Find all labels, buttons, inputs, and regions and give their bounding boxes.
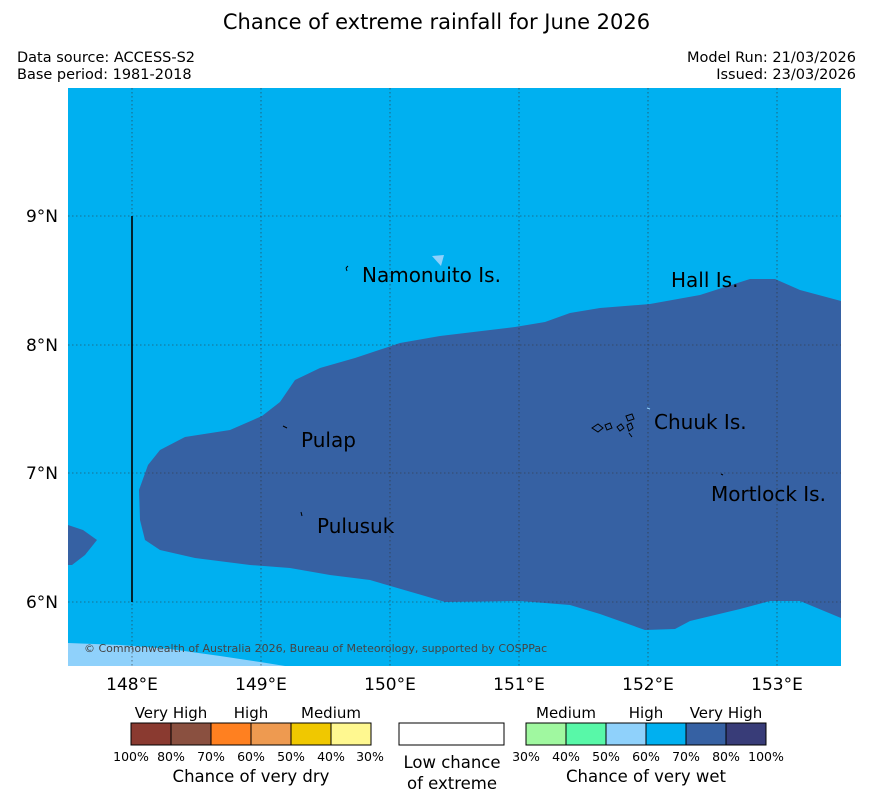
dry-category-very-high: Very High (135, 704, 208, 722)
wet-swatch (605, 722, 647, 746)
island-outlines (282, 265, 724, 517)
legend: Very High High Medium 100% 80% 70% 60% 5… (113, 704, 784, 793)
lon-label: 150°E (364, 675, 416, 695)
wet-very-high-region (139, 279, 841, 630)
lat-label: 9°N (26, 207, 58, 227)
label-pulusuk: Pulusuk (317, 514, 395, 538)
namonuito-island (345, 265, 349, 272)
graticule (68, 88, 841, 666)
wet-swatch (645, 722, 687, 746)
data-source: Data source: ACCESS-S2 (17, 50, 196, 66)
lon-label: 149°E (235, 675, 287, 695)
pulap-island (282, 425, 288, 429)
wet-swatch (725, 722, 767, 746)
wet-swatch (525, 722, 567, 746)
metadata-right: Model Run: 21/03/2026 Issued: 23/03/2026 (687, 50, 856, 84)
dry-swatch (250, 722, 292, 746)
wet-pct: 40% (552, 749, 580, 764)
wet-swatch (685, 722, 727, 746)
wet-category-high: High (629, 704, 663, 722)
map-area: Namonuito Is. Hall Is. Pulap Chuuk Is. M… (68, 88, 841, 666)
wet-caption: Chance of very wet (566, 767, 727, 786)
dry-category-medium: Medium (301, 704, 361, 722)
wet-pct: 60% (632, 749, 660, 764)
wet-pct: 70% (672, 749, 700, 764)
neutral-caption-1: Low chance (403, 753, 500, 772)
wet-pct: 50% (592, 749, 620, 764)
model-run: Model Run: 21/03/2026 (686, 50, 856, 66)
legend-neutral: Low chance of extreme (398, 722, 505, 793)
longitude-axis: 148°E 149°E 150°E 151°E 152°E 153°E (106, 675, 803, 695)
label-pulap: Pulap (301, 428, 356, 452)
dry-swatch (330, 722, 372, 746)
dry-pct: 80% (157, 749, 185, 764)
metadata-left: Data source: ACCESS-S2 Base period: 1981… (17, 50, 195, 84)
dry-pct: 70% (197, 749, 225, 764)
wet-medium-patch (432, 255, 444, 266)
wet-category-medium: Medium (536, 704, 596, 722)
label-mortlock: Mortlock Is. (711, 482, 826, 506)
dry-pct: 60% (237, 749, 265, 764)
wet-medium-high-region (68, 643, 285, 666)
label-hall: Hall Is. (671, 268, 738, 292)
dry-pct: 50% (277, 749, 305, 764)
wet-very-high-west-region (68, 525, 97, 565)
dry-pct: 30% (356, 749, 384, 764)
lon-label: 151°E (493, 675, 545, 695)
wet-category-very-high: Very High (690, 704, 763, 722)
legend-wet: Medium High Very High 30% 40% 50% 60% 70… (512, 704, 784, 786)
dry-swatch (130, 722, 172, 746)
lat-label: 6°N (26, 593, 58, 613)
wet-pct: 30% (512, 749, 540, 764)
latitude-axis: 9°N 8°N 7°N 6°N (26, 207, 58, 613)
base-period: Base period: 1981-2018 (17, 67, 192, 83)
lon-label: 152°E (622, 675, 674, 695)
lon-label: 148°E (106, 675, 158, 695)
label-namonuito: Namonuito Is. (362, 263, 501, 287)
dry-caption: Chance of very dry (173, 767, 330, 786)
dry-swatch (170, 722, 212, 746)
chuuk-island (591, 407, 651, 438)
lon-label: 153°E (751, 675, 803, 695)
dry-swatch (290, 722, 332, 746)
lat-label: 8°N (26, 336, 58, 356)
dry-pct: 100% (113, 749, 149, 764)
neutral-caption-2: of extreme (407, 774, 497, 793)
neutral-swatch (398, 722, 505, 746)
lat-label: 7°N (26, 464, 58, 484)
label-chuuk: Chuuk Is. (654, 410, 747, 434)
mortlock-island (720, 473, 724, 476)
page-title: Chance of extreme rainfall for June 2026 (222, 10, 651, 34)
dry-category-high: High (234, 704, 268, 722)
wet-pct: 100% (748, 749, 784, 764)
pulusuk-island (300, 511, 303, 517)
legend-dry: Very High High Medium 100% 80% 70% 60% 5… (113, 704, 384, 786)
wet-pct: 80% (712, 749, 740, 764)
issued-date: Issued: 23/03/2026 (716, 67, 856, 83)
dry-swatch (210, 722, 252, 746)
wet-swatch (565, 722, 607, 746)
dry-pct: 40% (317, 749, 345, 764)
copyright-notice: © Commonwealth of Australia 2026, Bureau… (84, 642, 547, 655)
